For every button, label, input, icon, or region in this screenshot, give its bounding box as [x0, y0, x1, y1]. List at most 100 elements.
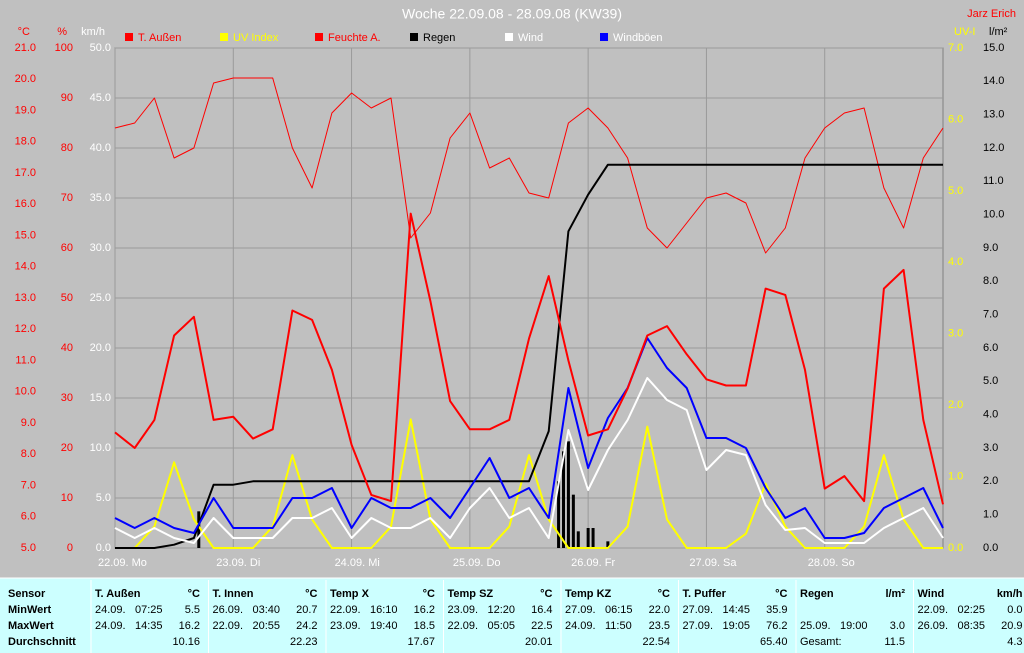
y-tick-label: 14.0 — [15, 261, 36, 273]
cell-date: 24.09. — [565, 620, 596, 632]
column-unit: l/m² — [885, 588, 905, 600]
column-unit: °C — [658, 588, 670, 600]
y-tick-label: 6.0 — [983, 342, 998, 354]
cell-time: 14:45 — [723, 604, 751, 616]
cell-time: 06:15 — [605, 604, 633, 616]
y-tick-label: 5.0 — [948, 185, 963, 197]
cell-time: 08:35 — [958, 620, 986, 632]
cell-value: 22.5 — [531, 620, 552, 632]
series-line — [114, 77, 944, 254]
cell-date: 26.09. — [918, 620, 949, 632]
y-tick-label: 3.0 — [948, 328, 963, 340]
column-name: Temp X — [330, 588, 370, 600]
cell-date: 26.09. — [213, 604, 244, 616]
cell-value: 16.4 — [531, 604, 552, 616]
y-tick-label: 50 — [61, 292, 73, 304]
chart-title: Woche 22.09.08 - 28.09.08 (KW39) — [402, 6, 622, 22]
y-tick-label: 0.0 — [96, 542, 111, 554]
cell-time: 03:40 — [253, 604, 281, 616]
cell-value: 76.2 — [766, 620, 787, 632]
cell-time: 19:40 — [370, 620, 398, 632]
y-tick-label: 7.0 — [948, 42, 963, 54]
legend-label: Regen — [423, 32, 455, 44]
cell-value: 5.5 — [185, 604, 200, 616]
y-tick-label: 10.0 — [90, 442, 111, 454]
y-tick-label: 5.0 — [983, 375, 998, 387]
y-tick-label: 9.0 — [21, 417, 36, 429]
legend-label: T. Außen — [138, 32, 181, 44]
y-tick-label: 13.0 — [15, 292, 36, 304]
column-name: T. Puffer — [683, 588, 727, 600]
y-tick-label: 0 — [67, 542, 73, 554]
cell-value: 16.2 — [414, 604, 435, 616]
y-tick-label: 1.0 — [983, 509, 998, 521]
cell-date: 22.09. — [330, 604, 361, 616]
axis-title: UV-I — [954, 26, 975, 38]
y-tick-label: 70 — [61, 192, 73, 204]
cell-time: 19:00 — [840, 620, 868, 632]
row-label: Durchschnitt — [8, 636, 76, 648]
cell-date: 22.09. — [448, 620, 479, 632]
y-tick-label: 25.0 — [90, 292, 111, 304]
cell-date: 24.09. — [95, 604, 126, 616]
y-tick-label: 0.0 — [983, 542, 998, 554]
cell-time: 16:10 — [370, 604, 398, 616]
cell-value: 23.5 — [649, 620, 670, 632]
cell-average: 10.16 — [172, 636, 200, 648]
column-unit: °C — [305, 588, 317, 600]
y-tick-label: 7.0 — [21, 479, 36, 491]
series-line — [115, 163, 943, 549]
cell-average: 22.54 — [642, 636, 670, 648]
cell-date: 24.09. — [95, 620, 126, 632]
cell-value: 24.2 — [296, 620, 317, 632]
y-tick-label: 15.0 — [983, 42, 1004, 54]
row-label: Sensor — [8, 588, 46, 600]
cell-average: 17.67 — [407, 636, 435, 648]
cell-date: 22.09. — [918, 604, 949, 616]
series-line — [114, 337, 944, 539]
y-tick-label: 40.0 — [90, 142, 111, 154]
cell-value: 35.9 — [766, 604, 787, 616]
column-name: T. Innen — [213, 588, 254, 600]
legend-label: UV Index — [233, 32, 279, 44]
row-label: MinWert — [8, 604, 52, 616]
y-tick-label: 10.0 — [15, 386, 36, 398]
cell-time: 05:05 — [488, 620, 516, 632]
y-tick-label: 30.0 — [90, 242, 111, 254]
column-name: Temp SZ — [448, 588, 494, 600]
y-tick-label: 50.0 — [90, 42, 111, 54]
cell-time: 07:25 — [135, 604, 163, 616]
rain-bar — [591, 528, 595, 548]
y-tick-label: 11.0 — [983, 175, 1004, 187]
y-tick-label: 17.0 — [15, 167, 36, 179]
y-tick-label: 0.0 — [948, 542, 963, 554]
cell-date: 23.09. — [448, 604, 479, 616]
y-tick-label: 5.0 — [21, 542, 36, 554]
rain-bar — [606, 541, 610, 548]
y-tick-label: 40 — [61, 342, 73, 354]
cell-value: 22.0 — [649, 604, 670, 616]
cell-date: 22.09. — [213, 620, 244, 632]
legend-swatch — [220, 33, 228, 41]
cell-total: 11.5 — [884, 636, 905, 648]
x-tick-label: 25.09. Do — [453, 557, 501, 569]
y-tick-label: 90 — [61, 92, 73, 104]
rain-bar — [557, 481, 561, 548]
rain-bar — [576, 531, 580, 548]
cell-time: 11:50 — [605, 620, 632, 632]
cell-average: 4.3 — [1007, 636, 1022, 648]
x-tick-label: 22.09. Mo — [98, 557, 147, 569]
y-tick-label: 9.0 — [983, 242, 998, 254]
series-line — [114, 377, 944, 544]
legend-swatch — [315, 33, 323, 41]
y-tick-label: 19.0 — [15, 104, 36, 116]
axis-title: % — [57, 26, 67, 38]
y-tick-label: 45.0 — [90, 92, 111, 104]
y-tick-label: 20.0 — [15, 73, 36, 85]
table-background — [0, 578, 1024, 653]
cell-time: 14:35 — [135, 620, 163, 632]
y-tick-label: 12.0 — [983, 142, 1004, 154]
legend-swatch — [410, 33, 418, 41]
column-unit: °C — [423, 588, 435, 600]
y-tick-label: 100 — [55, 42, 73, 54]
